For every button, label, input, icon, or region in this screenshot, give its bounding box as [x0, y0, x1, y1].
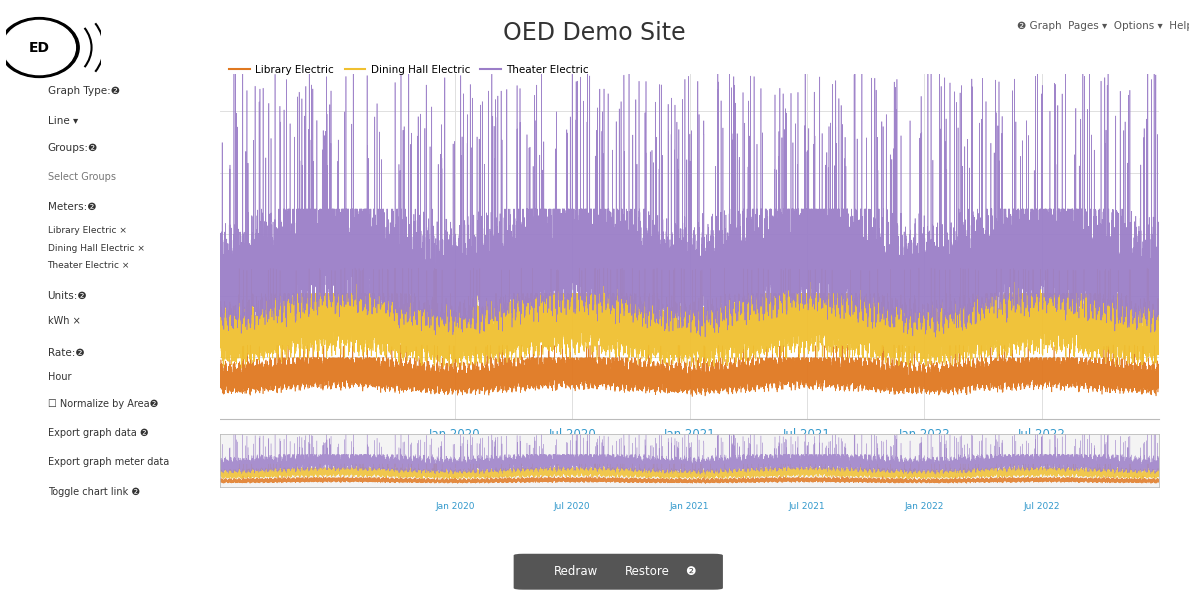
Text: Units:❷: Units:❷	[48, 291, 87, 301]
Text: Rate:❷: Rate:❷	[48, 347, 84, 358]
Text: Jan 2022: Jan 2022	[905, 502, 944, 511]
Text: Jul 2021: Jul 2021	[788, 502, 825, 511]
Text: Export graph data ❷: Export graph data ❷	[48, 428, 149, 438]
Text: Jul 2020: Jul 2020	[554, 502, 591, 511]
Text: ☐ Normalize by Area❷: ☐ Normalize by Area❷	[48, 399, 158, 409]
Text: ❷ Graph  Pages ▾  Options ▾  Help: ❷ Graph Pages ▾ Options ▾ Help	[1017, 21, 1189, 31]
Text: Library Electric ×: Library Electric ×	[48, 226, 126, 235]
Text: Line ▾: Line ▾	[48, 116, 77, 126]
Text: Graph Type:❷: Graph Type:❷	[48, 86, 120, 96]
Circle shape	[4, 20, 75, 75]
Text: Redraw: Redraw	[554, 565, 598, 578]
Text: Select Groups: Select Groups	[48, 172, 115, 182]
Text: Restore: Restore	[624, 565, 669, 578]
Y-axis label: kW: kW	[171, 237, 184, 256]
Text: kWh ×: kWh ×	[48, 316, 81, 326]
Text: Groups:❷: Groups:❷	[48, 143, 97, 153]
FancyBboxPatch shape	[514, 554, 723, 590]
Text: Jan 2020: Jan 2020	[435, 502, 474, 511]
Text: Export graph meter data: Export graph meter data	[48, 457, 169, 467]
Text: OED Demo Site: OED Demo Site	[503, 21, 686, 45]
Text: Theater Electric ×: Theater Electric ×	[48, 261, 130, 270]
Text: Meters:❷: Meters:❷	[48, 202, 96, 212]
Text: Jul 2022: Jul 2022	[1024, 502, 1061, 511]
Text: ❷: ❷	[685, 565, 696, 578]
Text: Hour: Hour	[48, 372, 71, 383]
Text: ED: ED	[29, 40, 50, 55]
Text: Toggle chart link ❷: Toggle chart link ❷	[48, 487, 139, 497]
Circle shape	[0, 18, 80, 77]
Text: Dining Hall Electric ×: Dining Hall Electric ×	[48, 244, 144, 252]
Text: Jan 2021: Jan 2021	[669, 502, 710, 511]
Legend: Library Electric, Dining Hall Electric, Theater Electric: Library Electric, Dining Hall Electric, …	[225, 61, 593, 79]
